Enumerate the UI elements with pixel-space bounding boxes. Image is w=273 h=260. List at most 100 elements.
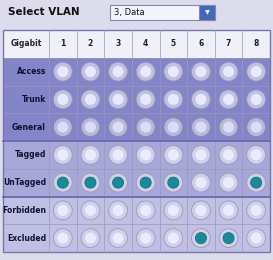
Bar <box>3 58 270 86</box>
Circle shape <box>247 118 266 136</box>
Text: 3: 3 <box>115 39 121 48</box>
Circle shape <box>223 233 234 244</box>
Circle shape <box>251 66 262 77</box>
Circle shape <box>168 149 179 160</box>
Circle shape <box>251 149 262 160</box>
Circle shape <box>112 205 124 216</box>
Circle shape <box>81 173 100 192</box>
Circle shape <box>195 122 206 133</box>
Circle shape <box>195 233 206 244</box>
Circle shape <box>109 229 127 248</box>
Circle shape <box>140 177 151 188</box>
Bar <box>3 86 270 113</box>
Circle shape <box>112 233 124 244</box>
Bar <box>3 113 270 141</box>
Circle shape <box>81 62 100 81</box>
Circle shape <box>191 201 210 220</box>
Circle shape <box>136 145 155 164</box>
Circle shape <box>223 122 234 133</box>
Circle shape <box>168 205 179 216</box>
Circle shape <box>109 118 127 136</box>
Circle shape <box>219 118 238 136</box>
Circle shape <box>223 149 234 160</box>
Circle shape <box>57 177 68 188</box>
Circle shape <box>136 62 155 81</box>
Text: Select VLAN: Select VLAN <box>8 7 80 17</box>
Circle shape <box>164 90 183 109</box>
Circle shape <box>164 229 183 248</box>
Text: Forbidden: Forbidden <box>2 206 46 215</box>
Circle shape <box>195 66 206 77</box>
Circle shape <box>136 173 155 192</box>
Circle shape <box>57 66 68 77</box>
Circle shape <box>54 145 72 164</box>
Circle shape <box>223 205 234 216</box>
Circle shape <box>164 62 183 81</box>
Circle shape <box>140 122 151 133</box>
Circle shape <box>81 229 100 248</box>
Bar <box>3 224 270 252</box>
Circle shape <box>85 205 96 216</box>
Circle shape <box>57 233 68 244</box>
Circle shape <box>195 205 206 216</box>
Bar <box>3 30 270 58</box>
Circle shape <box>168 177 179 188</box>
Circle shape <box>54 118 72 136</box>
Circle shape <box>164 118 183 136</box>
Circle shape <box>168 233 179 244</box>
Circle shape <box>168 122 179 133</box>
Bar <box>3 224 270 252</box>
Circle shape <box>191 118 210 136</box>
Text: 8: 8 <box>254 39 259 48</box>
Circle shape <box>57 122 68 133</box>
Circle shape <box>136 118 155 136</box>
Circle shape <box>168 94 179 105</box>
Circle shape <box>247 201 266 220</box>
Bar <box>3 30 270 252</box>
Circle shape <box>219 145 238 164</box>
Circle shape <box>223 177 234 188</box>
Circle shape <box>219 229 238 248</box>
Circle shape <box>140 233 151 244</box>
Text: Access: Access <box>17 67 46 76</box>
Bar <box>110 5 215 20</box>
Bar <box>3 169 270 197</box>
Text: 6: 6 <box>198 39 204 48</box>
Circle shape <box>223 66 234 77</box>
Circle shape <box>54 90 72 109</box>
Bar <box>3 197 270 224</box>
Circle shape <box>223 94 234 105</box>
Text: UnTagged: UnTagged <box>3 178 46 187</box>
Circle shape <box>251 233 262 244</box>
Circle shape <box>195 177 206 188</box>
Bar <box>3 169 270 197</box>
Text: 1: 1 <box>60 39 66 48</box>
Circle shape <box>140 66 151 77</box>
Circle shape <box>164 201 183 220</box>
Circle shape <box>81 90 100 109</box>
Circle shape <box>195 94 206 105</box>
Circle shape <box>140 205 151 216</box>
Circle shape <box>191 90 210 109</box>
Circle shape <box>85 177 96 188</box>
Circle shape <box>136 229 155 248</box>
Circle shape <box>168 66 179 77</box>
Circle shape <box>219 62 238 81</box>
Text: 5: 5 <box>171 39 176 48</box>
Circle shape <box>81 201 100 220</box>
Text: General: General <box>12 123 46 132</box>
Circle shape <box>54 201 72 220</box>
Text: 7: 7 <box>226 39 231 48</box>
Circle shape <box>54 229 72 248</box>
Text: 4: 4 <box>143 39 148 48</box>
Circle shape <box>54 62 72 81</box>
Circle shape <box>219 90 238 109</box>
Text: 3, Data: 3, Data <box>114 8 145 17</box>
Circle shape <box>112 122 124 133</box>
Circle shape <box>54 173 72 192</box>
Text: ▼: ▼ <box>205 10 209 15</box>
Circle shape <box>109 201 127 220</box>
Circle shape <box>112 149 124 160</box>
Circle shape <box>247 90 266 109</box>
Circle shape <box>191 62 210 81</box>
